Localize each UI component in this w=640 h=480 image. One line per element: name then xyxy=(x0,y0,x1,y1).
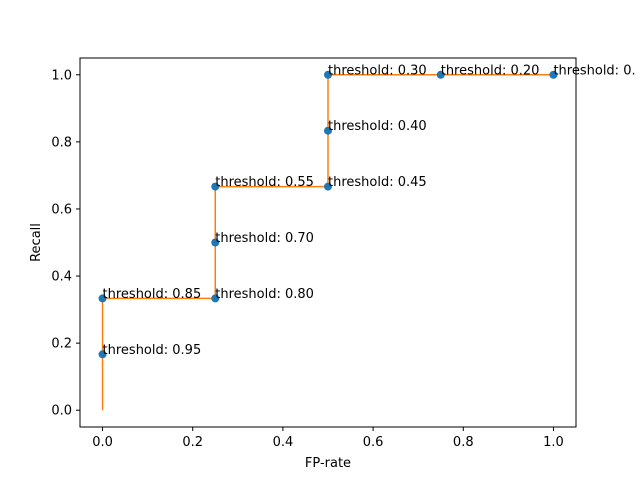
y-tick-label: 0.2 xyxy=(51,337,72,352)
scatter-point xyxy=(324,182,332,191)
scatter-point xyxy=(436,70,445,79)
scatter-point xyxy=(211,238,220,247)
y-tick-label: 0.6 xyxy=(51,202,72,217)
scatter-point xyxy=(549,70,558,79)
scatter-point xyxy=(211,182,220,191)
scatter-point xyxy=(98,294,107,303)
y-axis-label: Recall xyxy=(29,223,44,262)
threshold-annotation: threshold: 0.20 xyxy=(441,63,540,78)
y-tick-label: 1.0 xyxy=(51,68,72,83)
threshold-annotation: threshold: 0.40 xyxy=(328,119,427,134)
scatter-point xyxy=(324,126,332,135)
threshold-annotation: threshold: 0.55 xyxy=(215,175,314,190)
threshold-annotation: threshold: 0.70 xyxy=(215,231,314,246)
x-axis-label: FP-rate xyxy=(305,456,351,471)
y-tick-label: 0.8 xyxy=(51,135,72,150)
y-tick-label: 0.4 xyxy=(51,270,72,285)
scatter-point xyxy=(324,70,332,79)
scatter-point xyxy=(98,350,107,359)
x-tick-label: 1.0 xyxy=(543,435,564,450)
x-tick-label: 0.2 xyxy=(182,435,203,450)
annotations: threshold: 0.95 threshold: 0.85 threshold:… xyxy=(103,63,636,358)
y-tick-label: 0.0 xyxy=(51,404,72,419)
x-tick-label: 0.0 xyxy=(92,435,113,450)
threshold-annotation: threshold: 0.45 xyxy=(328,175,427,190)
x-axis-ticks: 0.0 0.2 0.4 0.6 0.8 1.0 xyxy=(92,427,564,450)
scatter-point xyxy=(211,294,220,303)
plot-marks xyxy=(98,70,558,411)
threshold-annotation: threshold: 0.30 xyxy=(328,63,427,78)
threshold-annotation: threshold: 0.80 xyxy=(215,287,314,302)
x-tick-label: 0.4 xyxy=(273,435,294,450)
threshold-annotation: threshold: 0.95 xyxy=(103,343,202,358)
x-tick-label: 0.8 xyxy=(453,435,474,450)
y-axis-ticks: 0.0 0.2 0.4 0.6 0.8 1.0 xyxy=(51,68,80,419)
threshold-annotation: threshold: 0.85 xyxy=(103,287,202,302)
threshold-annotation: threshold: 0. xyxy=(553,63,635,78)
x-tick-label: 0.6 xyxy=(363,435,384,450)
axes-frame xyxy=(79,57,577,428)
